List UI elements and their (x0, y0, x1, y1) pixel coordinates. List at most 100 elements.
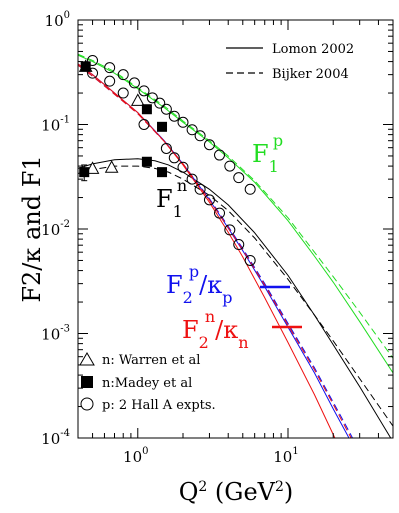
legend-circle-marker (80, 397, 94, 411)
circle-point (214, 207, 226, 219)
x-tick-label: 100 (123, 446, 148, 466)
curve-label-f2p-sub: 2 (183, 288, 193, 307)
y-tick-base: 10 (41, 221, 60, 239)
circle-point (186, 173, 198, 185)
curve-label-f1n: F1 n (156, 176, 187, 221)
x-axis-title-sup2: 2 (275, 479, 284, 495)
circle-point (168, 152, 180, 164)
circle-point (117, 69, 129, 81)
y-tick-base: 10 (45, 12, 64, 30)
circle-point (203, 139, 215, 151)
legend-triangle-marker (79, 352, 95, 366)
curve-label-f1n-sup: n (177, 176, 187, 195)
marker-group (78, 54, 256, 266)
y-tick-exp: -3 (60, 324, 70, 335)
y-tick-label: 100 (45, 10, 70, 30)
curve-label-f1p-main: F (252, 140, 269, 168)
curve-label-f2n-sup: n (205, 307, 215, 326)
circle-point (244, 183, 256, 195)
curve-F2n-dashed (78, 64, 352, 438)
y-tick-label: 10-1 (41, 115, 70, 135)
circle-point (194, 183, 206, 195)
curve-label-f2n-ksub: n (238, 333, 248, 352)
y-axis-title: F2/κ and F1 (18, 155, 46, 302)
legend-solid-label: Lomon 2002 (272, 42, 354, 57)
triangle-point (85, 161, 100, 174)
circle-point (117, 87, 129, 99)
circle-point (104, 75, 116, 87)
x-tick-exp: 0 (142, 446, 148, 457)
circle-point (224, 160, 236, 172)
curve-label-f2p: F2p/κp (166, 262, 232, 307)
curve-label-f1n-sub: 1 (173, 202, 183, 221)
circle-point (146, 92, 158, 104)
curve-label-f1p: F1 p (252, 131, 283, 176)
circle-point (87, 54, 99, 66)
circle-point (177, 161, 189, 173)
circle-point (160, 142, 172, 154)
square-point (80, 61, 91, 72)
square-point (141, 156, 152, 167)
circle-point (104, 62, 116, 74)
y-tick-base: 10 (41, 326, 60, 344)
curve-label-f1n-main: F (156, 185, 173, 213)
x-axis-title-sup: 2 (198, 479, 207, 495)
square-point (141, 104, 152, 115)
circle-point (186, 124, 198, 136)
curve-label-f2p-main: F (166, 271, 183, 299)
legend-dashed-label: Bijker 2004 (272, 67, 349, 82)
circle-point (233, 239, 245, 251)
circle-point (138, 85, 150, 97)
curve-label-f2n-sub: 2 (199, 333, 209, 352)
circle-point (203, 194, 215, 206)
curve-label-f2p-slash: / (199, 271, 208, 299)
circle-point (194, 130, 206, 142)
x-axis-title-q: Q (179, 478, 199, 506)
legend-triangle-label: n: Warren et al (102, 353, 200, 368)
curve-label-f2p-ksub: p (222, 288, 232, 307)
curve-label-f2p-sup: p (189, 262, 199, 281)
x-tick-exp: 1 (292, 446, 298, 457)
square-point (79, 167, 90, 178)
circle-point (154, 97, 166, 109)
line-style-legend: Lomon 2002 Bijker 2004 (226, 42, 354, 82)
curve-label-f2n: F2n/κn (182, 307, 249, 352)
curve-F2n-solid (78, 63, 336, 438)
circle-point (168, 110, 180, 122)
circle-point (244, 254, 256, 266)
y-tick-label: 10-3 (41, 324, 70, 344)
x-axis-title-unit: (GeV (207, 478, 275, 506)
curve-label-f2n-kappa: κ (223, 316, 238, 344)
triangle-point (130, 93, 145, 106)
circle-point (128, 77, 140, 89)
circle-point (138, 119, 150, 130)
y-tick-exp: -2 (60, 219, 70, 230)
x-tick-base: 10 (273, 448, 292, 466)
y-tick-exp: -4 (60, 428, 70, 439)
curve-label-f2p-kappa: κ (207, 271, 222, 299)
x-axis-title: Q2 (GeV2) (179, 478, 294, 506)
square-point (157, 167, 168, 178)
curve-label-f2n-main: F (182, 316, 199, 344)
y-tick-base: 10 (41, 430, 60, 448)
x-tick-base: 10 (123, 448, 142, 466)
curve-F1n-solid (78, 158, 392, 438)
circle-point (233, 172, 245, 184)
square-point (157, 121, 168, 132)
curve-F1n-dashed (78, 165, 393, 427)
curve-label-f2n-slash: / (215, 316, 224, 344)
circle-point (87, 67, 99, 79)
circle-point (177, 116, 189, 128)
y-tick-base: 10 (41, 117, 60, 135)
circle-point (214, 149, 226, 161)
x-axis-title-close: ) (284, 478, 293, 506)
curve-label-f1p-sub: 1 (269, 157, 279, 176)
y-tick-label: 10-2 (41, 219, 70, 239)
y-tick-label: 10-4 (41, 428, 70, 448)
circle-point (224, 224, 236, 236)
legend-square-marker (81, 376, 93, 388)
marker-legend: n: Warren et al n:Madey et al p: 2 Hall … (79, 352, 216, 413)
